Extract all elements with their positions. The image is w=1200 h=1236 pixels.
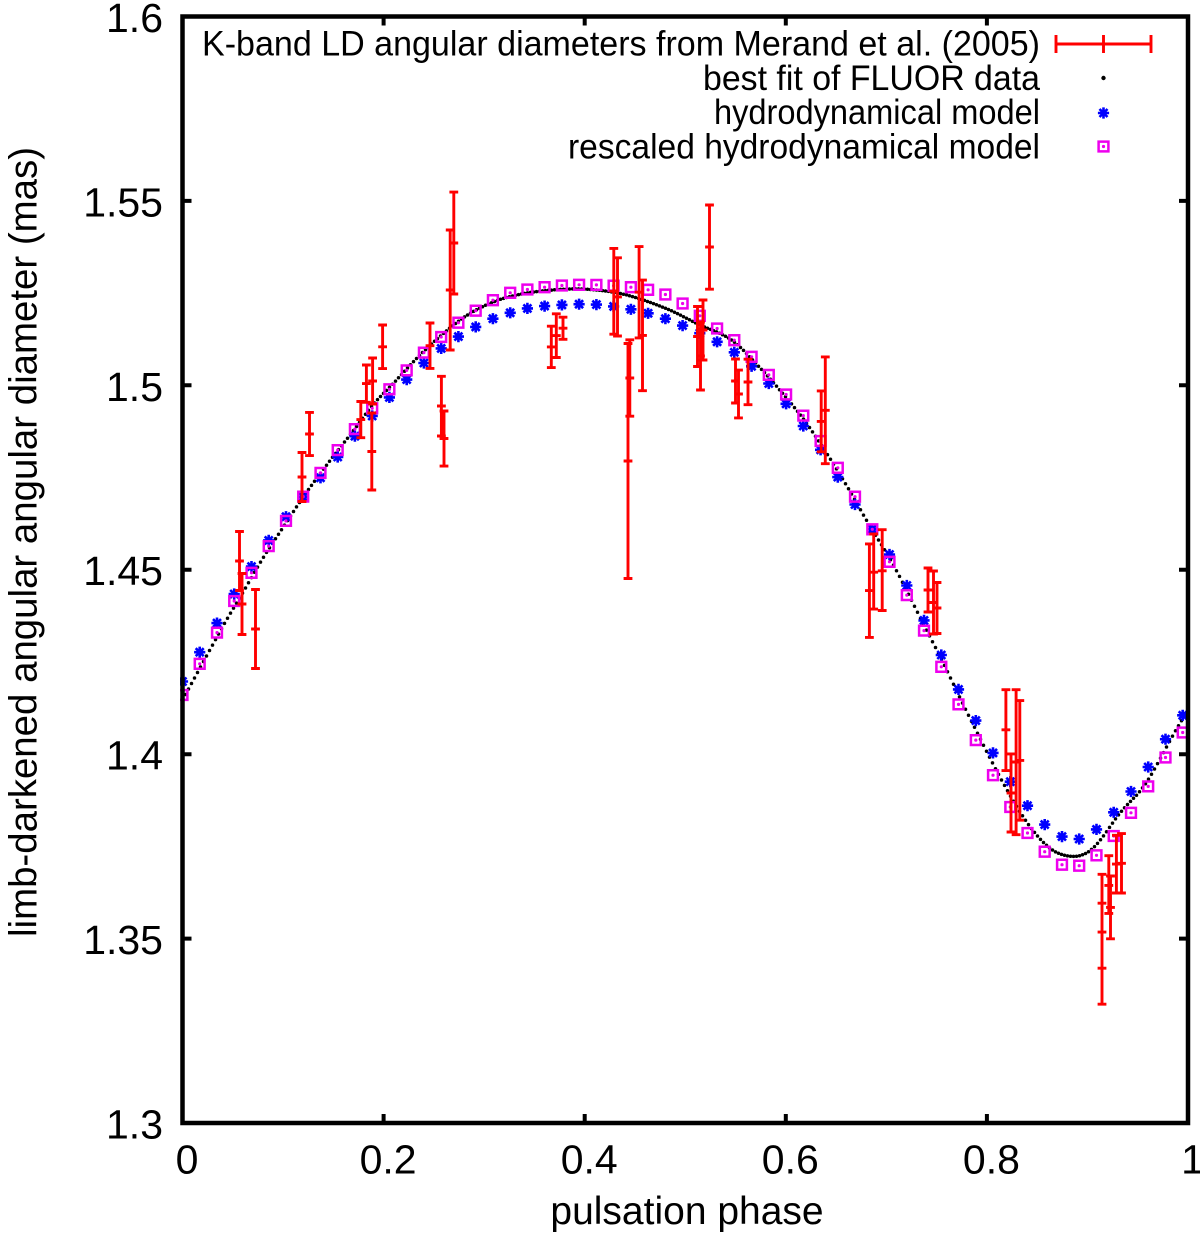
svg-text:rescaled hydrodynamical model: rescaled hydrodynamical model <box>568 127 1040 166</box>
svg-text:1.4: 1.4 <box>106 733 163 779</box>
svg-text:0.2: 0.2 <box>360 1137 417 1183</box>
svg-text:0.6: 0.6 <box>762 1137 819 1183</box>
svg-text:0: 0 <box>176 1137 199 1183</box>
svg-text:1.3: 1.3 <box>106 1102 163 1148</box>
svg-text:1.45: 1.45 <box>83 548 163 594</box>
svg-text:1.5: 1.5 <box>106 364 163 410</box>
svg-text:1.35: 1.35 <box>83 917 163 963</box>
svg-text:best fit of FLUOR data: best fit of FLUOR data <box>703 59 1041 98</box>
svg-text:K-band LD angular diameters fr: K-band LD angular diameters from Merand … <box>202 25 1040 64</box>
svg-text:hydrodynamical model: hydrodynamical model <box>714 93 1040 132</box>
svg-text:1.55: 1.55 <box>83 179 163 225</box>
svg-text:1: 1 <box>1181 1137 1200 1183</box>
svg-text:limb-darkened angular angular: limb-darkened angular angular diameter (… <box>3 147 46 937</box>
svg-text:0.8: 0.8 <box>963 1137 1020 1183</box>
svg-text:1.6: 1.6 <box>106 0 163 41</box>
svg-text:0.4: 0.4 <box>561 1137 618 1183</box>
svg-text:pulsation phase: pulsation phase <box>550 1190 823 1233</box>
